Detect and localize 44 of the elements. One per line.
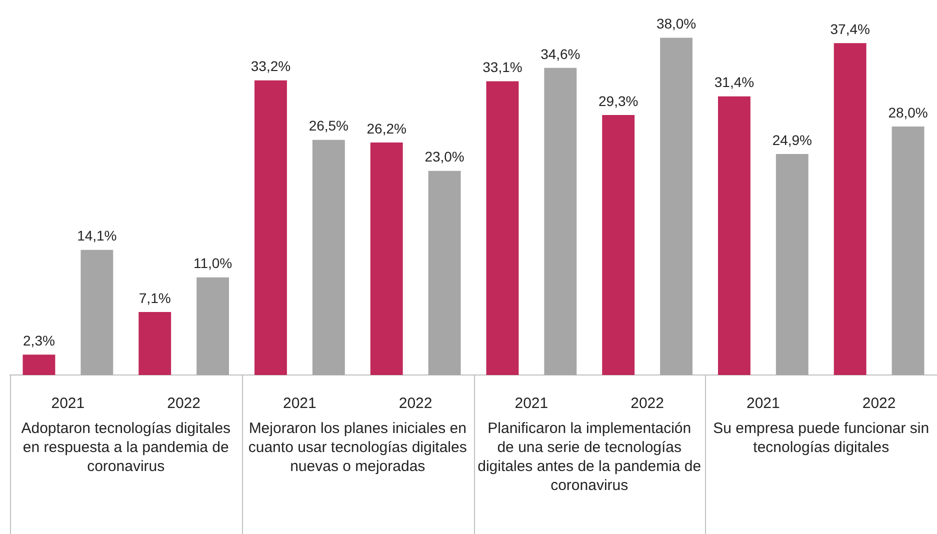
data-label: 28,0% <box>888 104 928 120</box>
text: Adoptaron tecnologías digitales en respuesta a la pandemia de coronavirus <box>20 419 232 476</box>
data-label: 26,2% <box>366 120 406 136</box>
data-label: 14,1% <box>77 228 117 244</box>
x-tick-label: 2022 <box>398 395 432 412</box>
bar <box>544 68 577 375</box>
bar <box>254 80 287 375</box>
data-label: 33,1% <box>482 59 522 76</box>
data-label: 29,3% <box>598 92 638 109</box>
bar <box>22 354 56 375</box>
data-label: 37,4% <box>830 20 870 37</box>
text: Su empresa puede funcionar sin tecnologías digitales <box>712 419 930 457</box>
x-tick-label: 2021 <box>283 395 316 412</box>
bar <box>602 114 635 375</box>
data-label: 24,9% <box>772 132 812 148</box>
bar <box>370 142 403 375</box>
data-label: 33,2% <box>250 58 291 74</box>
data-label: 31,4% <box>714 74 754 90</box>
data-label: 34,6% <box>540 46 580 62</box>
x-tick-label: 2021 <box>746 395 780 412</box>
data-label: 7,1% <box>138 290 171 306</box>
bar <box>486 81 519 375</box>
x-tick-label: 2021 <box>514 395 548 412</box>
x-tick-label: 2022 <box>862 395 896 412</box>
x-tick-label: 2022 <box>167 395 200 412</box>
bar <box>892 126 924 375</box>
bar <box>718 96 750 375</box>
bar <box>776 154 808 375</box>
text: Planificaron la implementación de una serie de tecnologías digitales antes de la pandemia de coronavirus <box>476 419 702 495</box>
x-tick-label: 2021 <box>51 395 85 412</box>
x-tick-label: 2022 <box>630 395 664 412</box>
data-label: 11,0% <box>193 255 232 272</box>
bar <box>428 170 461 375</box>
bar <box>80 250 114 375</box>
bar <box>196 277 230 375</box>
text: Mejoraron los planes iniciales en cuanto usar tecnologías digitales nuevas o mejoradas <box>247 419 468 476</box>
bar <box>660 38 693 375</box>
data-label: 2,3% <box>23 332 55 348</box>
bar <box>312 140 345 375</box>
data-label: 26,5% <box>308 118 349 134</box>
bar <box>834 43 866 375</box>
bar <box>138 312 172 375</box>
data-label: 38,0% <box>656 16 696 32</box>
data-label: 23,0% <box>424 148 464 165</box>
